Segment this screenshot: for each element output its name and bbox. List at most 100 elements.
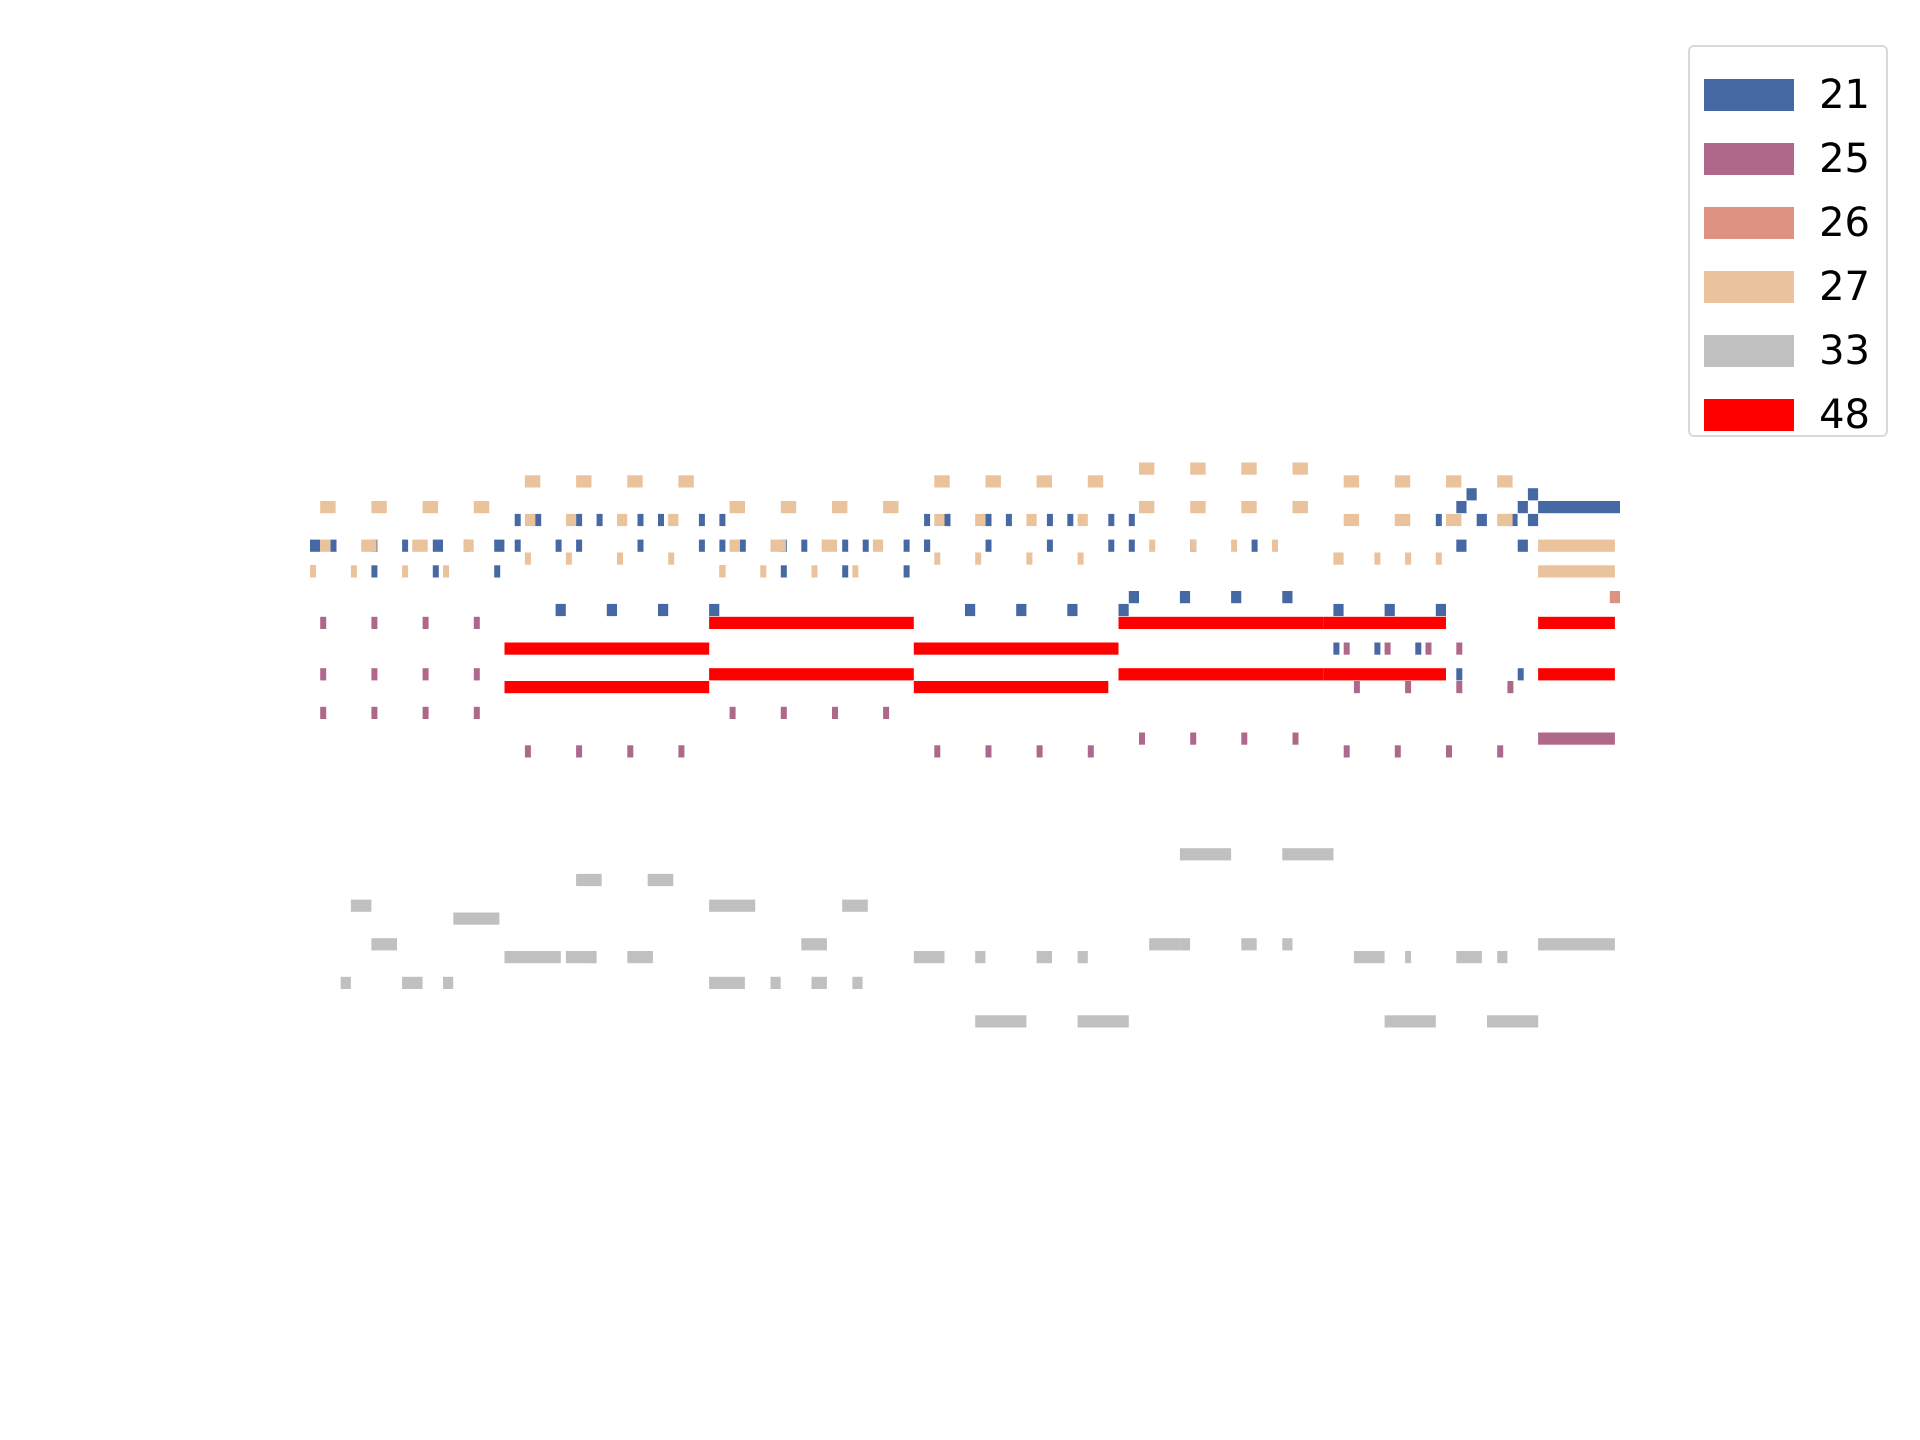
note-27-41 (975, 513, 986, 527)
note-21-78 (1517, 539, 1528, 552)
note-27-51 (1292, 462, 1308, 475)
note-27-20 (524, 552, 531, 565)
note-25-25 (1190, 732, 1197, 745)
note-27-64 (1343, 513, 1360, 527)
note-27-33 (760, 565, 767, 578)
note-21-52 (965, 603, 976, 617)
note-33-4 (402, 976, 423, 989)
note-25-2 (422, 616, 429, 629)
note-21-39 (903, 565, 910, 578)
note-27-26 (832, 501, 848, 514)
note-48-8 (1323, 616, 1446, 629)
note-27-30 (821, 539, 838, 552)
note-21-22 (637, 539, 644, 552)
note-25-17 (780, 706, 787, 719)
legend-swatch-25 (1704, 143, 1794, 175)
legend-swatch-33 (1704, 335, 1794, 367)
note-25-20 (934, 745, 941, 758)
note-21-38 (842, 565, 849, 578)
note-27-23 (668, 552, 675, 565)
note-25-26 (1241, 732, 1248, 745)
note-21-46 (1067, 513, 1074, 527)
note-33-1 (453, 912, 500, 925)
note-27-8 (310, 565, 316, 578)
legend-swatch-27 (1704, 271, 1794, 303)
note-25-30 (1446, 745, 1452, 758)
note-21-48 (924, 539, 931, 552)
note-25-16 (729, 706, 736, 719)
note-21-63 (1333, 603, 1344, 617)
note-21-31 (903, 539, 910, 552)
note-25-10 (422, 706, 429, 719)
note-33-14 (801, 938, 827, 951)
note-21-7 (432, 565, 439, 578)
note-21-65 (1435, 603, 1446, 617)
note-27-71 (1435, 552, 1442, 565)
note-27-60 (1343, 475, 1360, 488)
note-21-27 (709, 603, 720, 617)
note-25-14 (627, 745, 634, 758)
note-27-52 (1139, 501, 1155, 514)
note-27-50 (1241, 462, 1257, 475)
note-21-33 (801, 539, 808, 552)
note-33-21 (1036, 951, 1052, 964)
note-21-6 (371, 565, 378, 578)
note-21-18 (658, 513, 664, 527)
note-27-29 (770, 539, 786, 552)
note-27-14 (627, 475, 643, 488)
note-25-29 (1394, 745, 1401, 758)
note-27-28 (729, 539, 740, 552)
note-33-6 (504, 951, 561, 964)
note-33-13 (842, 899, 868, 912)
note-25-19 (883, 706, 890, 719)
note-21-67 (1374, 642, 1381, 655)
note-25-6 (422, 668, 429, 681)
note-27-70 (1405, 552, 1412, 565)
note-27-9 (350, 565, 357, 578)
note-27-6 (412, 539, 428, 552)
note-48-5 (913, 681, 1109, 694)
note-21-15 (698, 513, 705, 527)
note-33-30 (1282, 938, 1293, 951)
note-27-3 (473, 501, 490, 514)
note-25-33 (1405, 681, 1412, 694)
note-27-66 (1446, 513, 1462, 527)
note-21-25 (606, 603, 617, 617)
note-27-4 (320, 539, 331, 552)
note-48-3 (709, 668, 914, 681)
note-25-40 (1538, 732, 1615, 745)
legend-label-27: 27 (1819, 264, 1870, 310)
note-25-38 (1425, 642, 1432, 655)
note-27-37 (985, 475, 1001, 488)
note-27-46 (1026, 552, 1033, 565)
note-27-58 (1231, 539, 1238, 552)
legend-label-21: 21 (1819, 72, 1870, 118)
note-21-8 (494, 565, 501, 578)
note-27-17 (565, 513, 577, 527)
note-33-25 (1179, 848, 1232, 861)
legend-label-25: 25 (1819, 136, 1870, 182)
note-27-39 (1087, 475, 1104, 488)
note-25-1 (371, 616, 378, 629)
note-27-5 (361, 539, 377, 552)
note-27-1 (371, 501, 387, 514)
note-27-40 (934, 513, 945, 527)
note-21-69 (1435, 513, 1442, 527)
note-27-19 (668, 513, 679, 527)
note-21-74 (1517, 501, 1528, 514)
note-21-60 (1179, 591, 1191, 604)
note-27-57 (1190, 539, 1197, 552)
note-48-1 (504, 681, 710, 694)
note-27-53 (1190, 501, 1206, 514)
note-33-26 (1282, 848, 1334, 861)
note-33-35 (1384, 1015, 1436, 1028)
legend-item-25: 25 (1690, 127, 1886, 187)
note-27-68 (1333, 552, 1344, 565)
note-27-27 (883, 501, 899, 514)
note-27-12 (524, 475, 541, 488)
note-25-0 (320, 616, 327, 629)
note-27-42 (1026, 513, 1037, 527)
note-21-16 (535, 513, 542, 527)
note-21-0 (310, 539, 321, 552)
